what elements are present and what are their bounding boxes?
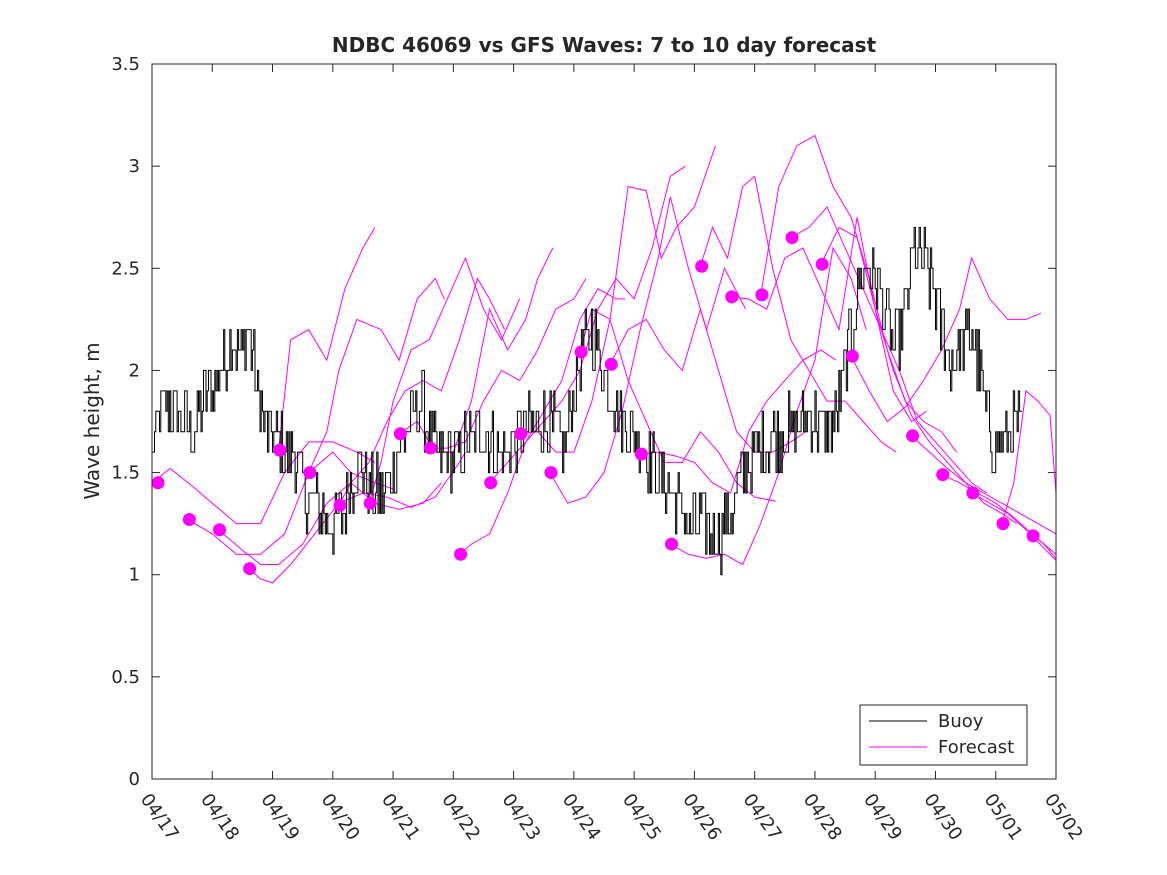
y-tick-label: 3.5 <box>111 54 140 75</box>
forecast-start-marker <box>514 427 528 441</box>
forecast-start-marker <box>996 517 1010 531</box>
legend: Buoy Forecast <box>859 704 1028 766</box>
forecast-line <box>217 482 442 565</box>
forecast-start-marker <box>243 562 257 576</box>
forecast-start-marker <box>363 496 377 510</box>
y-tick-label: 1.5 <box>111 463 140 484</box>
x-tick-label: 04/17 <box>136 790 183 845</box>
forecast-start-marker <box>936 468 950 482</box>
legend-forecast-label: Forecast <box>938 737 1014 758</box>
x-tick-label: 04/20 <box>317 790 364 845</box>
forecast-line <box>670 246 867 566</box>
buoy-series-group <box>152 226 1023 576</box>
forecast-line <box>730 217 927 423</box>
y-tick-label: 2 <box>129 360 140 381</box>
chart-title: NDBC 46069 vs GFS Waves: 7 to 10 day for… <box>332 33 877 57</box>
x-tick-label: 04/29 <box>859 790 906 845</box>
forecast-line <box>278 227 376 451</box>
forecast-start-marker <box>333 498 347 512</box>
forecast-series-group <box>151 134 1057 584</box>
forecast-start-marker <box>664 537 678 551</box>
y-tick-label: 1 <box>129 565 140 586</box>
x-tick-label: 04/19 <box>256 790 303 845</box>
forecast-start-marker <box>604 357 618 371</box>
x-tick-label: 04/30 <box>919 790 966 845</box>
forecast-start-marker <box>454 547 468 561</box>
forecast-line <box>368 256 521 504</box>
forecast-start-marker <box>845 349 859 363</box>
x-tick-label: 04/25 <box>618 790 665 845</box>
forecast-line <box>429 278 587 449</box>
forecast-line <box>640 349 837 494</box>
forecast-start-marker <box>303 466 317 480</box>
forecast-start-marker <box>574 345 588 359</box>
forecast-line <box>850 256 1042 423</box>
forecast-line <box>151 441 376 525</box>
y-axis-ticks: 0 0.5 1 1.5 2 2.5 3 3.5 <box>111 54 1056 790</box>
forecast-start-marker <box>966 486 980 500</box>
forecast-line <box>398 247 554 453</box>
legend-box <box>859 704 1028 766</box>
forecast-start-marker <box>484 476 498 490</box>
plot-frame <box>151 63 1057 780</box>
x-tick-label: 05/02 <box>1040 790 1087 845</box>
forecast-start-marker <box>634 447 648 461</box>
forecast-start-marker <box>151 476 165 490</box>
forecast-start-marker <box>544 466 558 480</box>
forecast-start-marker <box>755 288 769 302</box>
y-tick-label: 2.5 <box>111 258 140 279</box>
y-tick-label: 3 <box>129 156 140 177</box>
forecast-line <box>338 277 506 506</box>
y-axis-label: Wave height, m <box>80 342 104 499</box>
forecast-line <box>699 175 897 453</box>
y-tick-label: 0.5 <box>111 667 140 688</box>
x-tick-label: 04/27 <box>739 790 786 845</box>
forecast-start-marker <box>423 441 437 455</box>
forecast-start-marker <box>182 513 196 527</box>
forecast-line <box>549 196 747 504</box>
forecast-line <box>911 435 1057 535</box>
x-tick-label: 04/18 <box>196 790 243 845</box>
forecast-start-marker <box>695 259 709 273</box>
forecast-start-marker <box>1026 529 1040 543</box>
forecast-line <box>308 277 445 473</box>
x-tick-label: 04/22 <box>437 790 484 845</box>
forecast-start-marker <box>725 290 739 304</box>
forecast-line <box>820 226 1018 525</box>
x-tick-label: 04/21 <box>377 790 424 845</box>
x-tick-label: 05/01 <box>980 790 1027 845</box>
forecast-start-marker <box>906 429 920 443</box>
x-tick-label: 04/26 <box>678 790 725 845</box>
forecast-start-marker <box>393 427 407 441</box>
y-tick-label: 0 <box>129 769 140 790</box>
forecast-start-marker <box>212 523 226 537</box>
forecast-start-marker <box>785 231 799 245</box>
plot-area <box>152 64 1056 779</box>
forecast-marker-group <box>151 231 1040 576</box>
forecast-line <box>971 492 1057 559</box>
buoy-line <box>152 226 1023 576</box>
forecast-line <box>579 308 776 502</box>
x-tick-label: 04/24 <box>558 790 605 845</box>
forecast-line <box>1001 389 1057 524</box>
forecast-start-marker <box>273 443 287 457</box>
legend-buoy-label: Buoy <box>938 711 984 732</box>
x-tick-label: 04/23 <box>498 790 545 845</box>
forecast-line <box>519 145 716 453</box>
forecast-start-marker <box>815 257 829 271</box>
x-tick-label: 04/28 <box>799 790 846 845</box>
